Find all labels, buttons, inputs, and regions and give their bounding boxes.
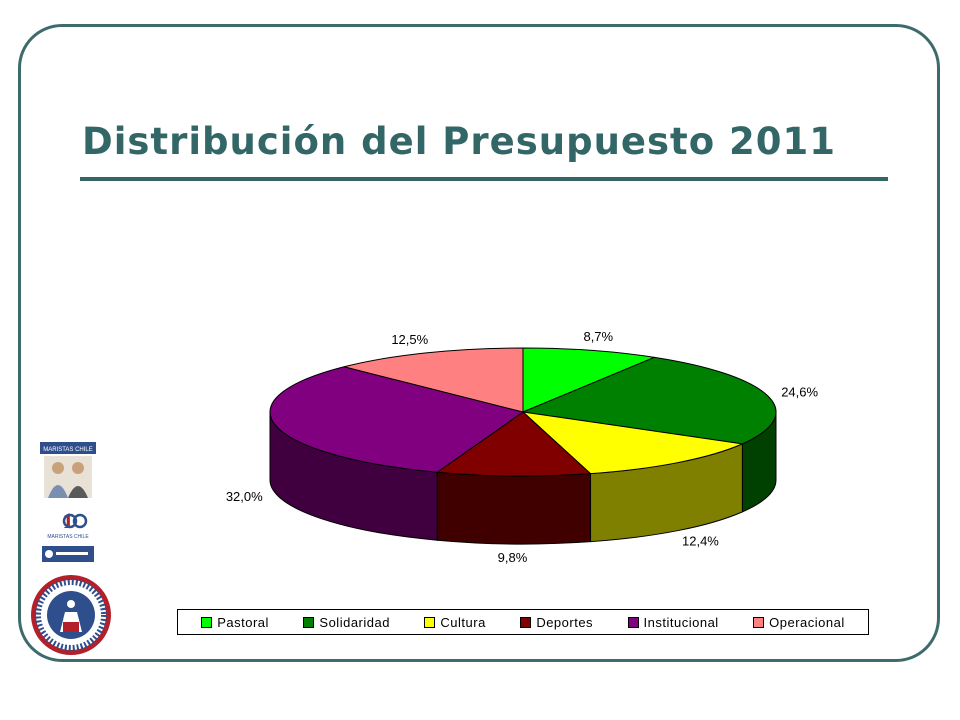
- slice-label-deportes: 9,8%: [498, 550, 528, 565]
- legend-swatch: [753, 616, 765, 628]
- slice-label-operacional: 12,5%: [391, 332, 428, 347]
- slice-label-cultura: 12,4%: [682, 534, 719, 549]
- legend-label: Solidaridad: [319, 614, 390, 630]
- slice-side-deportes: [436, 471, 592, 545]
- svg-text:MARISTAS CHILE: MARISTAS CHILE: [43, 447, 93, 453]
- slice-label-institucional: 32,0%: [226, 489, 263, 504]
- slice-label-pastoral: 8,7%: [583, 329, 613, 344]
- slide-frame: [18, 24, 940, 662]
- pie-labels: 8,7% 24,6% 12,4% 9,8% 32,0% 12,5%: [226, 329, 819, 565]
- slice-label-solidaridad: 24,6%: [781, 385, 818, 400]
- legend-swatch: [303, 616, 315, 628]
- slide-title: Distribución del Presupuesto 2011: [82, 120, 836, 163]
- chart-legend: Pastoral Solidaridad Cultura Deportes Instit…: [177, 609, 869, 635]
- slice-cultura: [521, 411, 745, 475]
- slice-operacional: [343, 347, 524, 413]
- legend-item-operacional: Operacional: [753, 615, 845, 630]
- legend-swatch: [424, 616, 436, 628]
- soñamos-futuro-logo: [42, 546, 94, 562]
- svg-text:MARISTAS CHILE: MARISTAS CHILE: [47, 534, 89, 540]
- legend-swatch: [201, 616, 213, 628]
- legend-swatch: [520, 616, 532, 628]
- legend-item-solidaridad: Solidaridad: [303, 615, 390, 630]
- 100-anos-logo: 1 MARISTAS CHILE: [47, 508, 89, 540]
- legend-label: Institucional: [643, 614, 719, 630]
- legend-label: Pastoral: [217, 614, 269, 630]
- legend-label: Operacional: [769, 614, 845, 630]
- legend-item-pastoral: Pastoral: [201, 615, 269, 630]
- centro-padres-crest-icon: [31, 575, 111, 655]
- svg-text:1: 1: [63, 508, 74, 533]
- title-underline: [80, 177, 888, 181]
- slice-deportes: [435, 411, 592, 477]
- slice-pastoral: [522, 347, 657, 413]
- maristas-chile-logo: MARISTAS CHILE 1 MARISTAS CHILE: [40, 442, 96, 562]
- pie-sides: [269, 411, 777, 545]
- legend-label: Cultura: [440, 614, 486, 630]
- legend-swatch: [627, 616, 639, 628]
- legend-item-cultura: Cultura: [424, 615, 485, 630]
- legend-item-institucional: Institucional: [627, 614, 719, 630]
- pie-tops: [269, 347, 777, 477]
- legend-label: Deportes: [536, 614, 594, 630]
- slice-institucional: [269, 366, 525, 473]
- slice-solidaridad: [521, 356, 777, 445]
- legend-item-deportes: Deportes: [520, 615, 593, 630]
